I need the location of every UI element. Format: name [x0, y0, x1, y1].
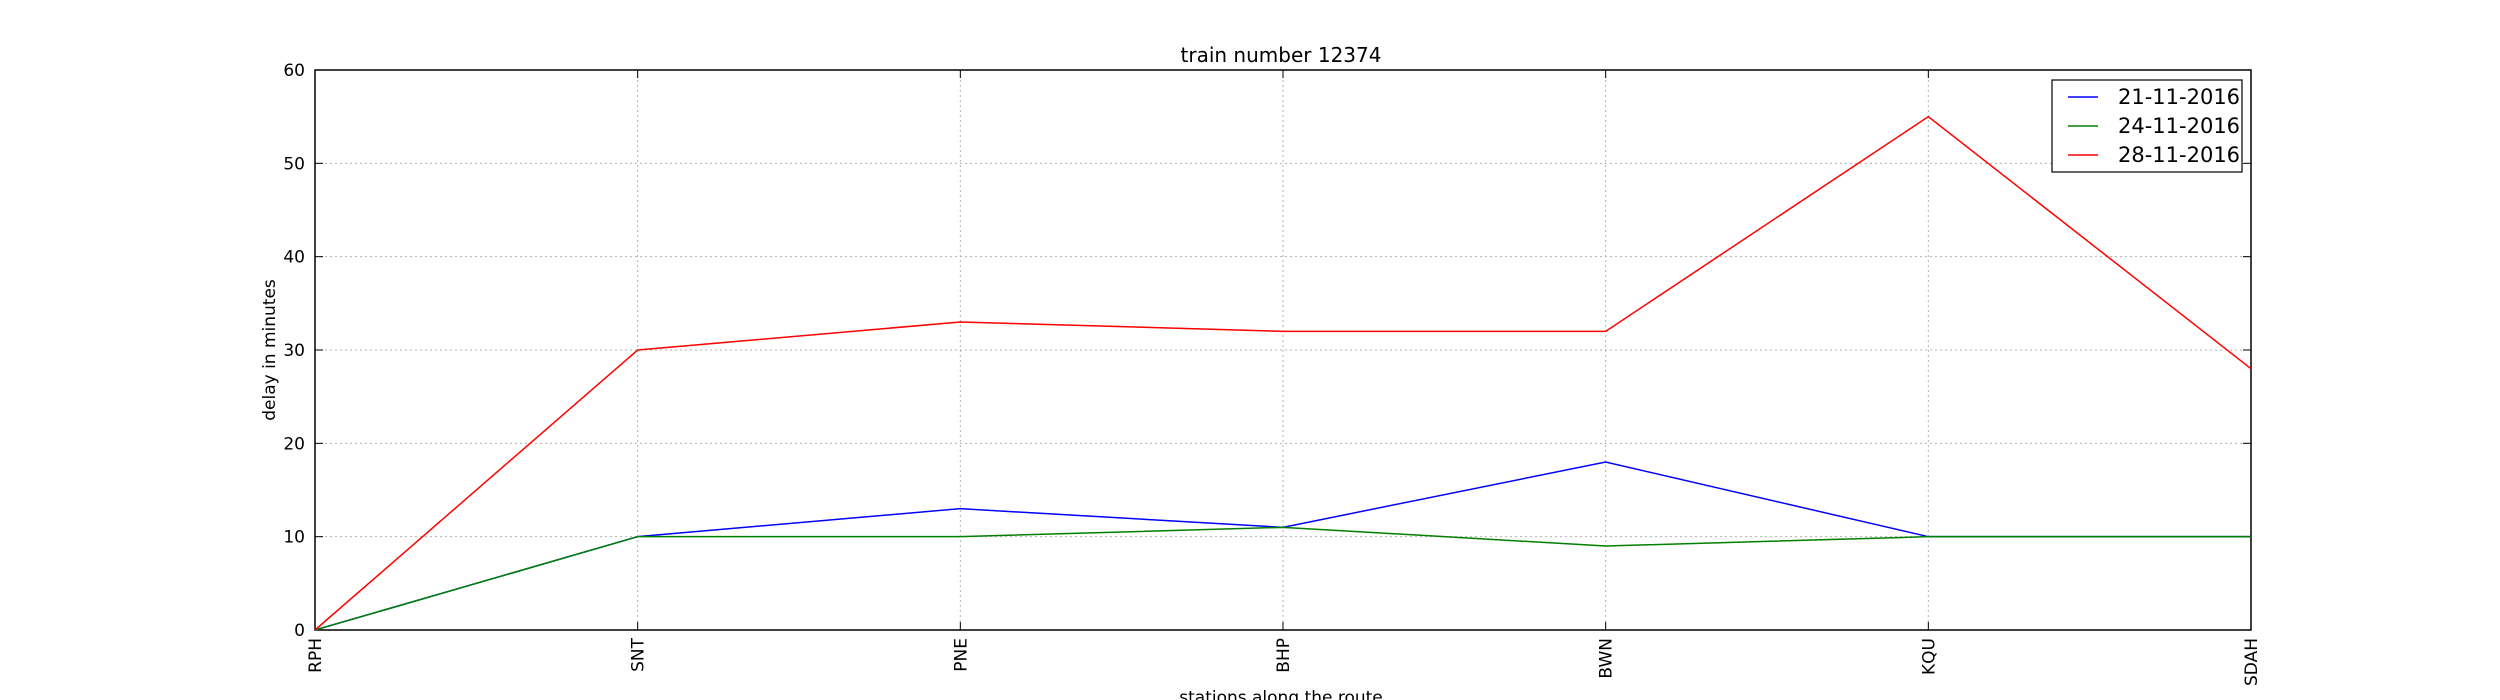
y-tick-label: 0 [294, 621, 305, 641]
legend-label: 21-11-2016 [2118, 85, 2240, 109]
legend-items: 21-11-2016 24-11-2016 28-11-2016 [2068, 85, 2240, 167]
y-tick-label: 50 [283, 154, 305, 174]
series [314, 115, 2252, 631]
legend-label: 24-11-2016 [2118, 114, 2240, 138]
x-tick-label: SDAH [2242, 638, 2262, 686]
y-tick-label: 10 [283, 528, 305, 548]
x-tick-label: BHP [1274, 638, 1294, 673]
x-axis-ticks: RPH SNT PNE BHP BWN KQU SDAH [306, 70, 2262, 686]
x-tick-label: SNT [629, 637, 649, 672]
legend-label: 28-11-2016 [2118, 143, 2240, 167]
x-tick-label: PNE [951, 638, 971, 672]
y-tick-label: 30 [283, 341, 305, 361]
series-line-28-11-2016 [314, 115, 2252, 631]
y-tick-label: 20 [283, 434, 305, 454]
x-tick-label: RPH [306, 638, 326, 673]
chart-title: train number 12374 [1181, 43, 1382, 67]
legend: 21-11-2016 24-11-2016 28-11-2016 [2051, 79, 2243, 173]
x-axis-label: stations along the route [1179, 688, 1383, 700]
y-tick-label: 40 [283, 248, 305, 268]
y-tick-label: 60 [283, 61, 305, 81]
x-tick-label: BWN [1597, 638, 1617, 679]
y-axis-label: delay in minutes [260, 279, 280, 421]
x-tick-label: KQU [1919, 638, 1939, 675]
series-line-24-11-2016 [314, 526, 2251, 631]
